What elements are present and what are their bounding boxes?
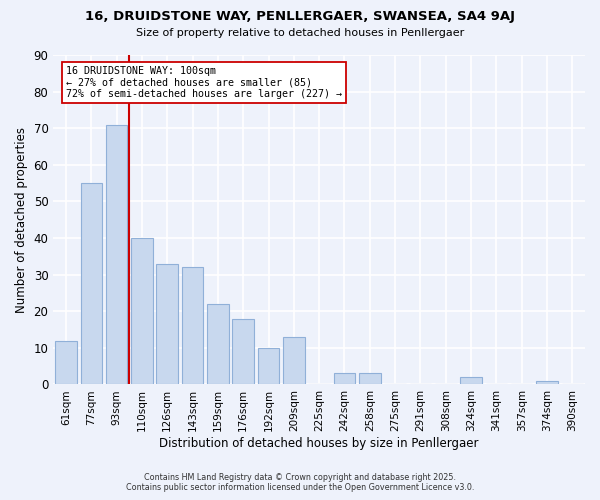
Bar xyxy=(536,381,558,384)
Bar xyxy=(207,304,229,384)
Bar xyxy=(106,124,127,384)
Text: Contains HM Land Registry data © Crown copyright and database right 2025.
Contai: Contains HM Land Registry data © Crown c… xyxy=(126,473,474,492)
Bar xyxy=(55,340,77,384)
Text: Size of property relative to detached houses in Penllergaer: Size of property relative to detached ho… xyxy=(136,28,464,38)
Y-axis label: Number of detached properties: Number of detached properties xyxy=(15,126,28,312)
Text: 16, DRUIDSTONE WAY, PENLLERGAER, SWANSEA, SA4 9AJ: 16, DRUIDSTONE WAY, PENLLERGAER, SWANSEA… xyxy=(85,10,515,23)
Bar xyxy=(334,374,355,384)
Bar xyxy=(131,238,152,384)
Text: 16 DRUIDSTONE WAY: 100sqm
← 27% of detached houses are smaller (85)
72% of semi-: 16 DRUIDSTONE WAY: 100sqm ← 27% of detac… xyxy=(66,66,342,99)
Bar xyxy=(182,268,203,384)
Bar xyxy=(80,183,102,384)
Bar xyxy=(258,348,279,385)
Bar xyxy=(283,337,305,384)
X-axis label: Distribution of detached houses by size in Penllergaer: Distribution of detached houses by size … xyxy=(160,437,479,450)
Bar xyxy=(460,377,482,384)
Bar xyxy=(157,264,178,384)
Bar xyxy=(232,318,254,384)
Bar xyxy=(359,374,380,384)
